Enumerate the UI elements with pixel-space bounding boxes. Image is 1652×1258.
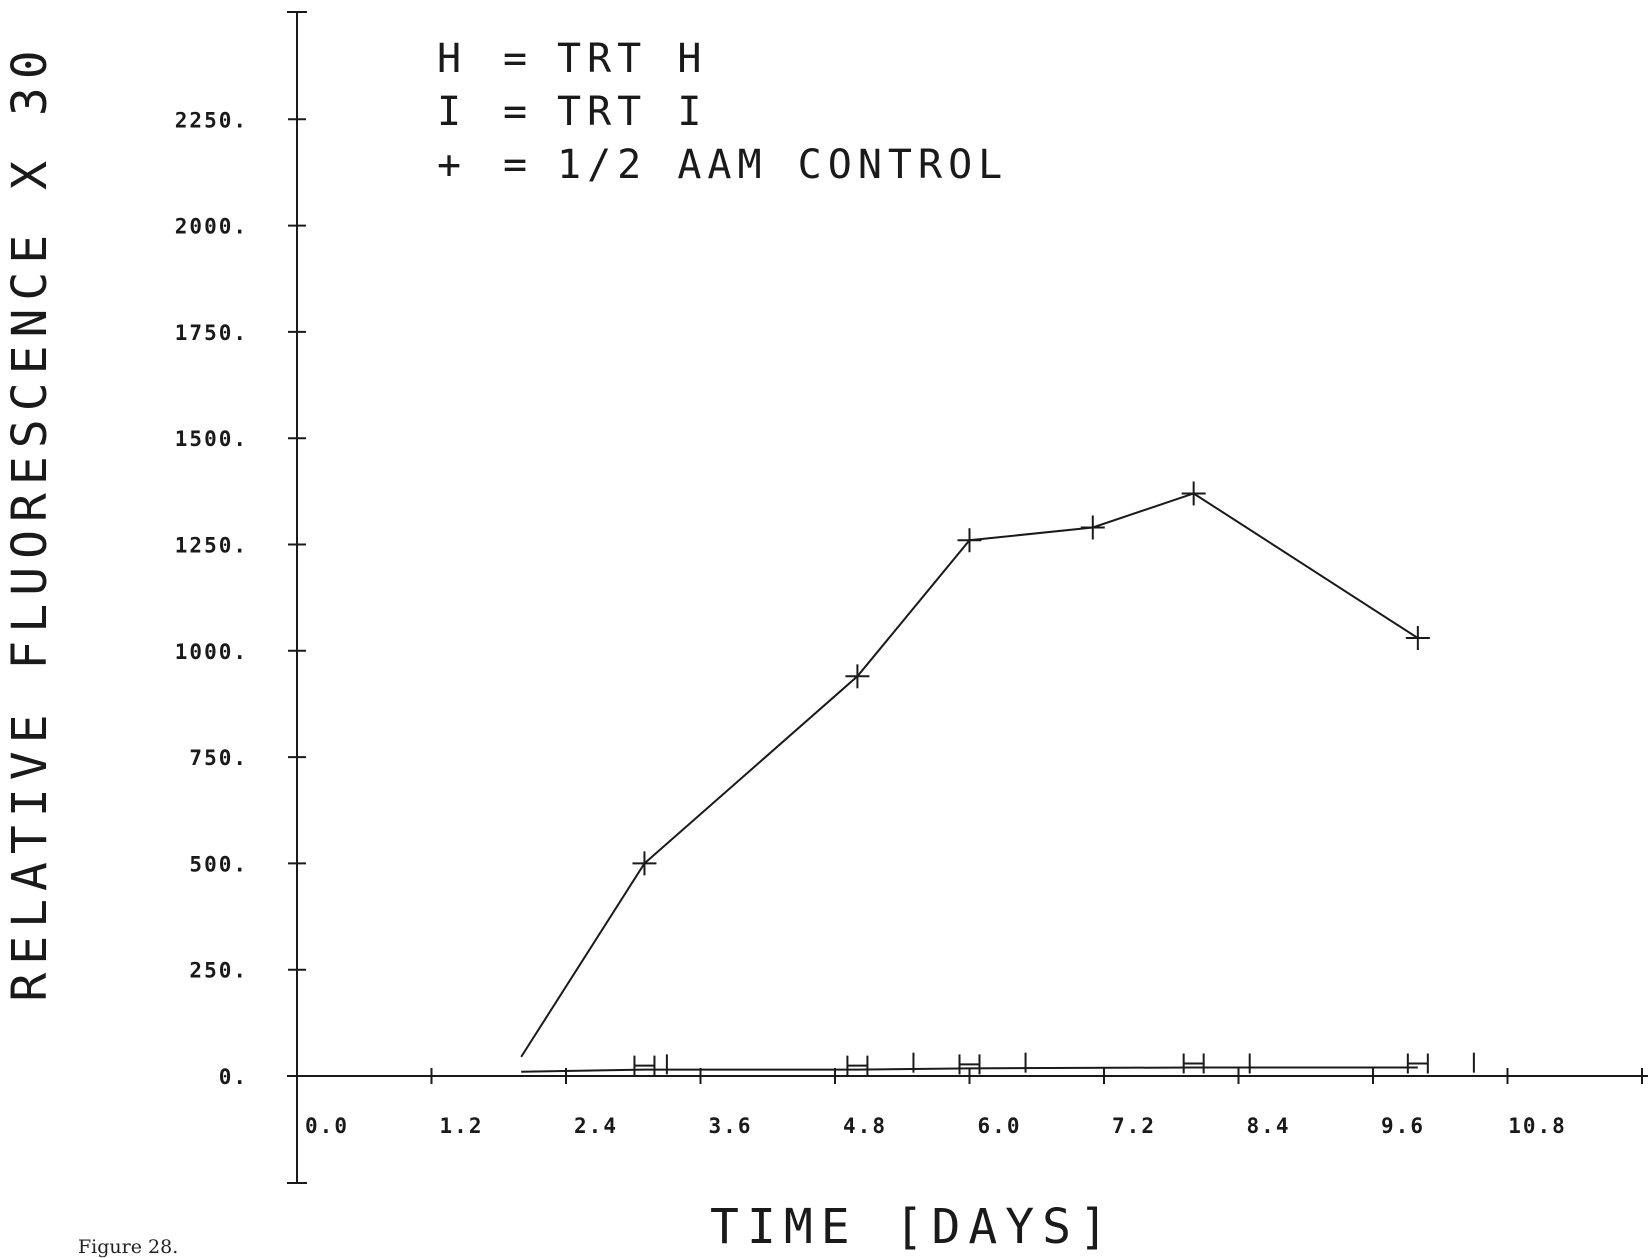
y-tick-label: 2250.	[175, 108, 248, 132]
x-tick-label: 7.2	[1112, 1114, 1156, 1138]
y-tick-label: 1250.	[175, 534, 248, 558]
x-tick-label: 1.2	[440, 1114, 484, 1138]
series-line	[520, 492, 1419, 1058]
y-tick-label: 1000.	[175, 640, 248, 664]
h-marker	[958, 1054, 981, 1075]
y-tick-label: 0.	[219, 1065, 248, 1089]
h-marker	[1182, 1053, 1205, 1074]
x-tick-label: 8.4	[1247, 1114, 1291, 1138]
series-layer	[520, 481, 1475, 1076]
x-tick-label: 3.6	[709, 1114, 753, 1138]
h-marker	[633, 1055, 656, 1076]
y-tick-label: 2000.	[175, 215, 248, 239]
series-control	[520, 481, 1430, 1058]
y-tick-label: 1500.	[175, 427, 248, 451]
x-tick-label: 4.8	[843, 1114, 887, 1138]
x-axis-title: TIME [DAYS]	[710, 1199, 1116, 1255]
legend-equals: =	[503, 36, 533, 82]
legend-equals: =	[503, 89, 533, 135]
legend: H = TRT H I = TRT I + = 1/2 AAM CONTROL	[437, 36, 1008, 188]
series-i	[665, 1052, 1475, 1075]
legend-symbol: H	[437, 36, 467, 82]
x-tick-label: 0.0	[305, 1114, 349, 1138]
x-ticks: 0.0 1.2 2.4 3.6 4.8 6.0 7.2 8.4 9.6 10.8	[296, 1068, 1643, 1138]
series-h	[521, 1053, 1429, 1076]
y-tick-label: 250.	[189, 959, 248, 983]
legend-label: 1/2 AAM CONTROL	[557, 142, 1008, 188]
legend-symbol: +	[437, 142, 467, 188]
legend-row: + = 1/2 AAM CONTROL	[437, 142, 1008, 188]
legend-row: I = TRT I	[437, 89, 707, 135]
legend-row: H = TRT H	[437, 36, 707, 82]
y-tick-label: 750.	[189, 746, 248, 770]
x-tick-label: 6.0	[978, 1114, 1022, 1138]
legend-label: TRT H	[557, 36, 707, 82]
y-axis-title: RELATIVE FLUORESCENCE X 30	[2, 42, 58, 1001]
h-marker	[846, 1055, 869, 1076]
legend-label: TRT I	[557, 89, 707, 135]
h-marker	[1406, 1053, 1429, 1074]
axes	[287, 11, 1648, 1184]
x-tick-label: 9.6	[1381, 1114, 1425, 1138]
figure-caption: Figure 28.	[78, 1236, 178, 1258]
legend-equals: =	[503, 142, 533, 188]
y-tick-label: 1750.	[175, 321, 248, 345]
x-tick-label: 2.4	[574, 1114, 618, 1138]
legend-symbol: I	[437, 89, 467, 135]
y-tick-label: 500.	[189, 852, 248, 876]
x-tick-label: 10.8	[1508, 1114, 1567, 1138]
y-ticks: 0. 250. 500. 750. 1000. 1250. 1500. 1750. 2000. 2…	[175, 108, 306, 1089]
